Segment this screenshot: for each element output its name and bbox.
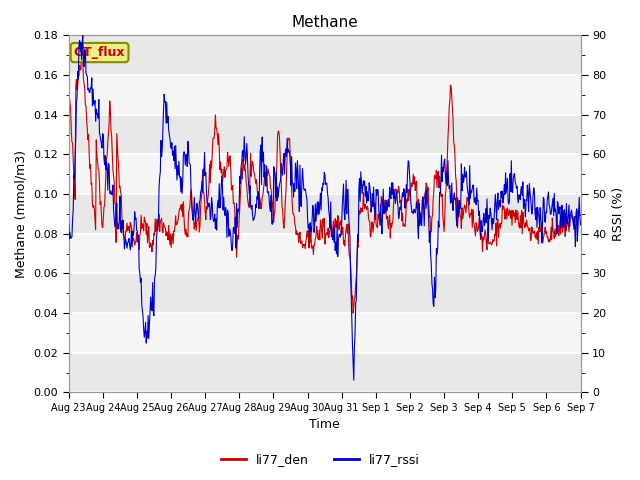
Line: li77_rssi: li77_rssi (68, 36, 580, 380)
Title: Methane: Methane (291, 15, 358, 30)
li77_den (349, 310, 357, 316)
Line: li77_den: li77_den (68, 50, 580, 313)
li77_den (577, 212, 584, 218)
Bar (68, 115, 580, 155)
Bar (68, 155, 580, 194)
Y-axis label: RSSI (%): RSSI (%) (612, 187, 625, 241)
Bar (68, 313, 580, 353)
li77_rssi (65, 222, 72, 228)
Y-axis label: Methane (mmol/m3): Methane (mmol/m3) (15, 150, 28, 278)
li77_rssi (79, 33, 86, 38)
li77_den (97, 199, 104, 204)
li77_rssi (350, 377, 358, 383)
Bar (68, 75, 580, 115)
Bar (68, 194, 580, 234)
li77_rssi (507, 189, 515, 194)
li77_den (77, 47, 85, 53)
li77_rssi (97, 138, 104, 144)
X-axis label: Time: Time (309, 419, 340, 432)
li77_den (507, 216, 515, 221)
li77_rssi (377, 202, 385, 207)
li77_den (65, 79, 72, 85)
Bar (68, 234, 580, 274)
li77_rssi (454, 214, 462, 219)
li77_den (364, 204, 371, 209)
li77_rssi (577, 222, 584, 228)
Text: GT_flux: GT_flux (74, 46, 125, 59)
li77_den (377, 211, 385, 217)
Bar (68, 274, 580, 313)
Bar (68, 353, 580, 393)
Legend: li77_den, li77_rssi: li77_den, li77_rssi (216, 448, 424, 471)
li77_rssi (392, 193, 400, 199)
Bar (68, 36, 580, 75)
li77_den (392, 187, 400, 192)
li77_rssi (364, 189, 371, 194)
li77_den (454, 214, 462, 220)
